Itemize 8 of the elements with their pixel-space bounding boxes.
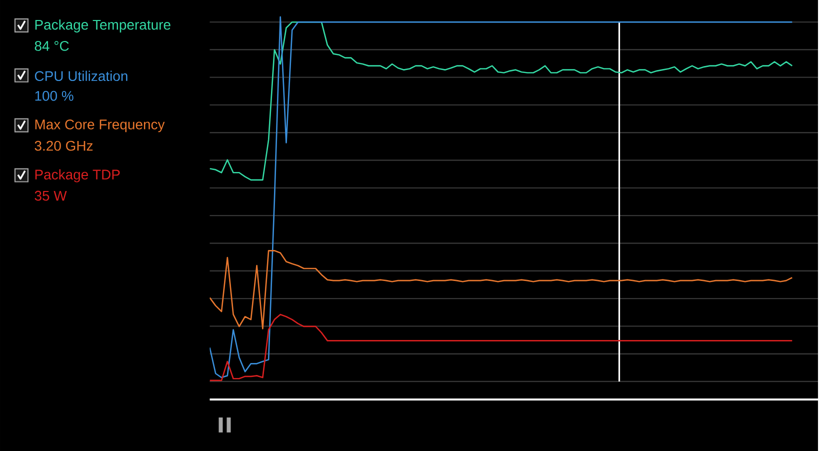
text: Package Temperature: [35, 19, 170, 32]
text: 35 W: [34, 190, 67, 200]
text: 3.20 GHz: [34, 140, 93, 151]
text: 84 °C: [34, 40, 69, 51]
text: Package TDP: [35, 169, 120, 182]
text: CPU Utilization: [34, 70, 128, 81]
text: Max Core Frequency: [35, 119, 165, 132]
text: 100 %: [35, 90, 74, 101]
